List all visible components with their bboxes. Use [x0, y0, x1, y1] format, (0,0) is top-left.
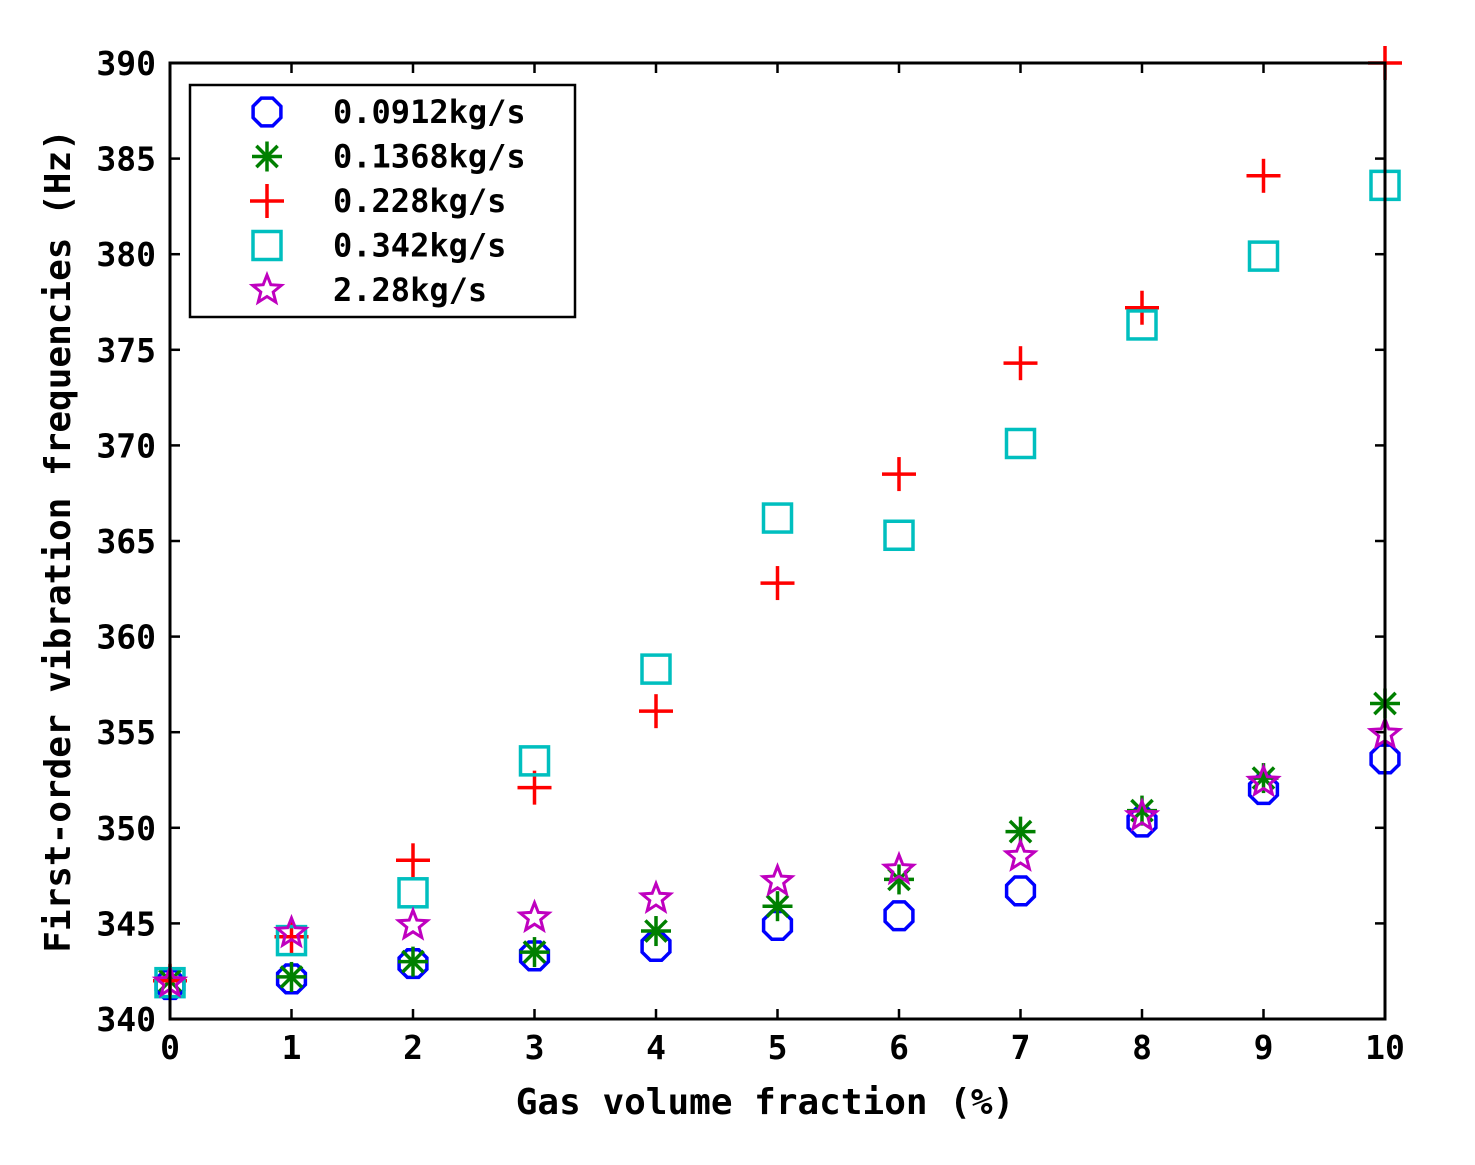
legend-entry: 0.0912kg/s	[251, 93, 526, 131]
y-tick-label: 350	[96, 809, 156, 848]
data-point	[394, 906, 432, 941]
x-tick-label: 1	[282, 1028, 302, 1067]
legend-marker	[248, 270, 286, 306]
data-point	[1123, 797, 1161, 832]
data-point	[637, 879, 675, 915]
y-axis-label: First-order vibration frequencies (Hz)	[38, 129, 79, 953]
x-tick-label: 4	[646, 1028, 666, 1067]
legend-marker	[251, 229, 283, 262]
y-tick-label: 355	[96, 713, 156, 752]
data-point	[1003, 346, 1038, 381]
data-point	[1369, 743, 1401, 775]
data-point	[761, 502, 794, 534]
x-tick-label: 8	[1132, 1028, 1152, 1067]
y-tick-label: 390	[96, 44, 156, 83]
data-point	[1247, 240, 1280, 272]
legend-entry: 0.228kg/s	[250, 182, 506, 220]
data-point	[397, 947, 429, 980]
legend-entry: 2.28kg/s	[248, 270, 487, 309]
y-tick-label: 345	[96, 904, 156, 943]
series-5	[151, 714, 1404, 999]
y-tick-label: 375	[96, 331, 156, 370]
legend-entry: 0.342kg/s	[251, 227, 506, 265]
data-point	[516, 898, 553, 934]
legend-label: 0.0912kg/s	[333, 93, 526, 131]
data-point	[1246, 158, 1281, 193]
data-point	[273, 913, 310, 949]
data-point	[760, 566, 795, 601]
data-point	[1245, 762, 1282, 798]
legend-label: 2.28kg/s	[333, 271, 487, 309]
data-point	[883, 900, 915, 932]
data-point	[761, 909, 794, 941]
data-point	[1004, 875, 1037, 907]
x-tick-label: 6	[889, 1028, 909, 1067]
x-axis-label: Gas volume fraction (%)	[516, 1082, 1015, 1123]
y-tick-label: 365	[96, 522, 156, 561]
data-point	[519, 937, 550, 968]
legend-marker	[250, 184, 284, 218]
x-tick-label: 9	[1254, 1028, 1274, 1067]
data-point	[759, 862, 796, 897]
plot-frame	[168, 61, 1387, 1021]
legend-entry: 0.1368kg/s	[252, 138, 526, 176]
x-tick-label: 5	[768, 1028, 788, 1067]
axis-tick-labels: 0 1 2 3 4 5 6 7 8 9 103403453503553603653703753803…	[96, 44, 1404, 1067]
data-point	[1125, 290, 1159, 325]
data-point	[1005, 816, 1036, 847]
data-point	[1004, 427, 1037, 460]
x-tick-label: 3	[525, 1028, 545, 1067]
y-tick-label: 360	[96, 618, 156, 657]
data-point	[883, 519, 915, 552]
data-point	[641, 916, 671, 947]
data-point	[518, 745, 551, 777]
data-point	[882, 457, 916, 492]
y-tick-label: 340	[96, 1000, 156, 1039]
y-tick-label: 380	[96, 235, 156, 274]
data-point	[639, 694, 673, 729]
data-point	[640, 653, 672, 685]
data-point	[1126, 309, 1158, 341]
data-point	[275, 963, 308, 995]
x-tick-label: 7	[1011, 1028, 1031, 1067]
data-point	[398, 946, 428, 977]
data-point	[880, 850, 918, 886]
legend-marker	[252, 141, 282, 172]
data-point	[762, 891, 793, 922]
data-point	[276, 961, 307, 992]
legend: 0.0912kg/s 0.1368kg/s 0.228kg/s 0.342kg/s 2.…	[188, 83, 577, 319]
x-tick-label: 0	[160, 1028, 180, 1067]
data-point	[1002, 837, 1039, 872]
legend-label: 0.1368kg/s	[333, 138, 526, 176]
legend-marker	[251, 96, 283, 128]
legend-label: 0.228kg/s	[333, 182, 506, 220]
x-tick-label: 2	[403, 1028, 423, 1067]
series-3	[153, 46, 1402, 998]
legend-label: 0.342kg/s	[333, 227, 506, 265]
y-tick-label: 385	[96, 140, 156, 179]
data-point	[396, 843, 430, 878]
data-point	[275, 924, 308, 957]
y-tick-label: 370	[96, 426, 156, 465]
x-tick-label: 10	[1365, 1028, 1405, 1067]
data-point	[518, 940, 551, 972]
data-point	[640, 930, 672, 962]
